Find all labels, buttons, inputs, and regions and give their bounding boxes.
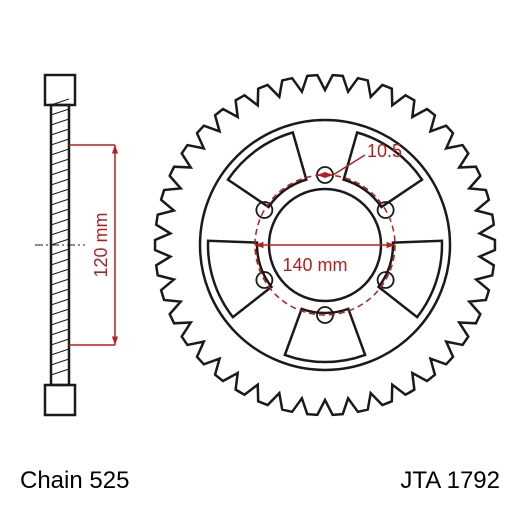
spoke-slot (228, 133, 306, 208)
dim-side-height: 120 mm (69, 145, 118, 345)
spoke-slot (208, 241, 271, 317)
side-view (35, 75, 85, 415)
svg-text:10.5: 10.5 (367, 141, 402, 161)
svg-text:140 mm: 140 mm (282, 255, 347, 275)
svg-text:120 mm: 120 mm (91, 212, 111, 277)
spoke-slot (285, 309, 365, 362)
spoke-slot (379, 241, 442, 317)
dim-bolt-circle: 140 mm (255, 175, 395, 315)
part-number: JTA 1792 (400, 467, 500, 495)
dim-bolt-hole: 10.5 (317, 141, 402, 178)
chain-label: Chain 525 (20, 467, 129, 495)
